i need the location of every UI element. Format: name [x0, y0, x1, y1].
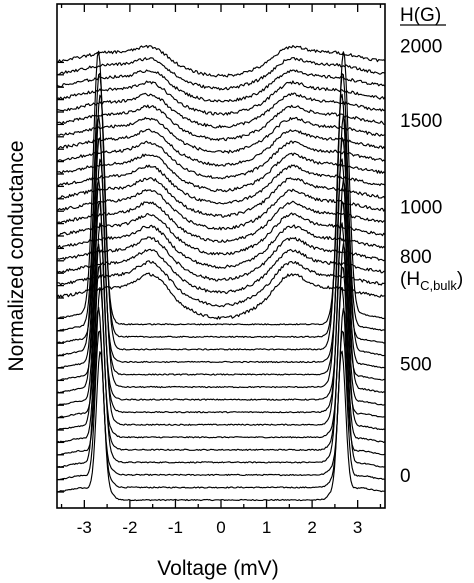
conductance-curve: [56, 222, 386, 426]
field-label: 1000: [400, 198, 442, 219]
conductance-curve: [56, 69, 386, 103]
x-axis-title: Voltage (mV): [157, 557, 278, 580]
conductance-curve: [56, 152, 386, 193]
conductance-curve: [56, 286, 386, 464]
conductance-curve: [56, 92, 386, 129]
axis-ticks: [57, 4, 382, 508]
conductance-curve: [56, 104, 386, 142]
field-label: 0: [400, 466, 411, 487]
conductance-curve: [56, 177, 386, 218]
conductance-curve: [56, 114, 386, 364]
x-tick-label: -2: [122, 518, 137, 537]
conductance-curve: [56, 200, 386, 243]
x-tick-label: 3: [353, 518, 362, 537]
conductance-curve: [56, 44, 386, 78]
field-label: 1500: [400, 111, 442, 132]
conductance-curve: [56, 93, 386, 351]
conductance-curve: [56, 330, 386, 489]
conductance-curve: [56, 80, 386, 116]
x-tick-label: 2: [307, 518, 316, 537]
conductance-curve: [56, 260, 386, 308]
conductance-curve: [56, 158, 385, 389]
conductance-curve: [56, 164, 386, 205]
y-axis-title: Normalized conductance: [5, 140, 28, 371]
conductance-curve: [56, 140, 386, 180]
plot-frame: [56, 3, 386, 509]
conductance-curve: [56, 137, 386, 376]
conductance-curve: [56, 201, 386, 414]
x-tick-label: -3: [77, 518, 92, 537]
conductance-curve: [56, 243, 386, 439]
conductance-curve: [56, 188, 386, 231]
field-label: 800: [400, 247, 432, 268]
x-tick-label: 1: [262, 518, 271, 537]
field-header: H(G): [400, 5, 441, 26]
conductance-curve: [56, 224, 386, 269]
conductance-curve: [56, 350, 386, 502]
field-label: 2000: [400, 36, 442, 57]
x-tick-labels: -3 -2 -1 0 1 2 3: [77, 518, 363, 537]
conductance-curve: [56, 272, 386, 320]
conductance-curve: [56, 306, 386, 477]
conductance-curve: [56, 57, 386, 91]
conductance-curve: [56, 178, 386, 401]
hc-bulk-label-main: (H: [400, 269, 420, 290]
hc-bulk-label-close: ): [457, 269, 463, 290]
conductance-curve: [56, 128, 386, 167]
x-tick-label: 0: [216, 518, 225, 537]
conductance-curve: [56, 212, 386, 256]
field-labels: 2000 1500 1000 800 500 0: [400, 36, 442, 487]
conductance-curve: [56, 50, 386, 326]
conductance-curve: [56, 72, 386, 339]
field-label: 500: [400, 354, 432, 375]
conductance-curve: [56, 116, 386, 154]
conductance-curve: [56, 265, 386, 451]
conductance-curves: [56, 44, 386, 502]
hc-bulk-label: (HC,bulk): [400, 269, 463, 293]
conductance-curve: [56, 248, 386, 295]
x-tick-label: -1: [168, 518, 183, 537]
conductance-curve: [56, 236, 386, 282]
hc-bulk-label-sub: C,bulk: [420, 278, 457, 293]
